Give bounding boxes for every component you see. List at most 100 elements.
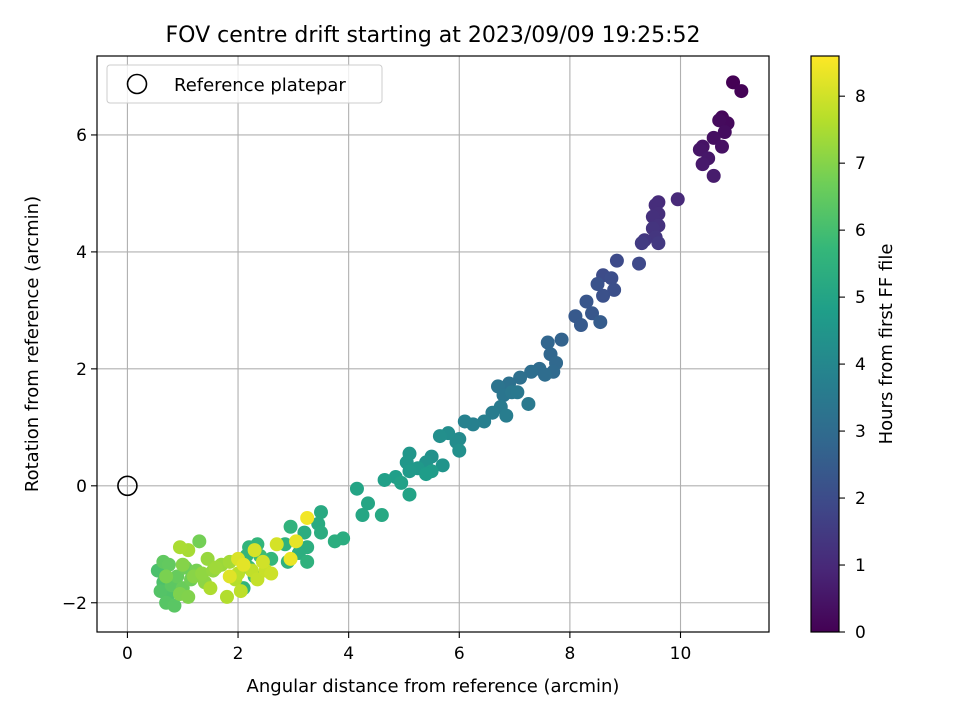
data-point: [402, 487, 417, 502]
data-point: [233, 584, 248, 599]
legend-marker-icon: [126, 73, 148, 95]
data-point: [477, 414, 492, 429]
data-point: [726, 75, 741, 90]
colorbar-tick-label: 5: [855, 288, 866, 308]
legend-label: Reference platepar: [174, 75, 346, 96]
colorbar-label: Hours from first FF file: [876, 244, 897, 445]
legend-box: [106, 64, 383, 104]
data-point: [593, 315, 608, 330]
data-point: [236, 557, 251, 572]
plot-frame: [96, 55, 770, 633]
data-point: [377, 472, 392, 487]
y-tick-label: 0: [76, 477, 87, 497]
x-tick-label: 2: [233, 644, 244, 664]
data-point: [300, 554, 315, 569]
data-point: [432, 429, 447, 444]
data-point: [192, 534, 207, 549]
data-point: [355, 508, 370, 523]
data-point: [604, 271, 619, 286]
colorbar-tick-label: 4: [855, 355, 866, 375]
data-point: [714, 139, 729, 154]
data-point: [289, 534, 304, 549]
y-axis-label: Rotation from reference (arcmin): [22, 196, 43, 492]
y-tick-label: 6: [76, 126, 87, 146]
chart-title: FOV centre drift starting at 2023/09/09 …: [166, 23, 701, 48]
data-point: [300, 510, 315, 525]
data-point: [161, 557, 176, 572]
colorbar-ticks: 0 1 2 3 4 5 6 7 8: [839, 87, 866, 643]
data-point: [538, 367, 552, 382]
data-point: [314, 525, 328, 540]
data-point: [419, 467, 434, 482]
data-point: [264, 566, 279, 581]
data-point: [706, 130, 721, 145]
data-point: [394, 475, 409, 490]
colorbar-tick-label: 6: [855, 221, 866, 241]
x-tick-label: 8: [564, 644, 575, 664]
data-point: [717, 125, 732, 140]
data-point: [521, 396, 536, 411]
data-point: [452, 443, 467, 458]
data-point: [670, 192, 685, 207]
data-point: [374, 508, 389, 523]
x-tick-label: 0: [122, 644, 133, 664]
colorbar-tick-label: 2: [855, 489, 866, 509]
data-point: [590, 277, 605, 292]
data-point: [485, 405, 500, 420]
data-point: [513, 370, 528, 385]
data-point: [651, 236, 666, 251]
colorbar: [810, 55, 840, 633]
scatter-points: [150, 75, 749, 613]
data-point: [402, 464, 417, 479]
data-point: [153, 584, 168, 599]
data-point: [524, 364, 539, 379]
data-point: [499, 408, 514, 423]
data-point: [250, 572, 265, 587]
data-point: [167, 598, 182, 613]
data-point: [585, 306, 600, 321]
data-point: [435, 458, 450, 473]
data-point: [573, 317, 588, 332]
colorbar-tick-label: 1: [855, 556, 866, 576]
data-point: [607, 282, 622, 297]
data-point: [634, 236, 649, 251]
y-tick-label: 4: [76, 243, 87, 263]
data-point: [609, 253, 624, 268]
data-point: [222, 569, 237, 584]
data-point: [219, 589, 234, 604]
data-point: [314, 505, 328, 520]
colorbar-tick-label: 7: [855, 154, 866, 174]
data-point: [297, 525, 312, 540]
x-axis-label: Angular distance from reference (arcmin): [247, 676, 620, 697]
data-point: [695, 157, 710, 172]
data-point: [361, 496, 376, 511]
data-point: [181, 589, 196, 604]
data-point: [596, 288, 611, 303]
data-point: [554, 332, 569, 347]
data-point: [457, 414, 472, 429]
data-point: [172, 540, 187, 555]
x-axis-ticks: 0 2 4 6 8 10: [122, 632, 691, 664]
data-point: [349, 481, 364, 496]
data-point: [175, 557, 190, 572]
data-point: [327, 534, 342, 549]
data-point: [247, 543, 262, 558]
data-point: [269, 537, 284, 552]
legend: Reference platepar: [106, 64, 383, 104]
data-point: [195, 566, 210, 581]
data-point: [706, 168, 721, 183]
y-tick-label: 2: [76, 360, 87, 380]
data-point: [203, 581, 218, 596]
colorbar-tick-label: 3: [855, 422, 866, 442]
y-tick-label: −2: [62, 594, 87, 614]
data-point: [632, 256, 647, 271]
data-point: [579, 294, 594, 309]
data-point: [283, 519, 298, 534]
x-tick-label: 10: [670, 644, 692, 664]
data-point: [712, 113, 727, 128]
data-point: [208, 560, 223, 575]
colorbar-tick-label: 8: [855, 87, 866, 107]
data-point: [200, 551, 215, 566]
data-point: [692, 142, 707, 157]
